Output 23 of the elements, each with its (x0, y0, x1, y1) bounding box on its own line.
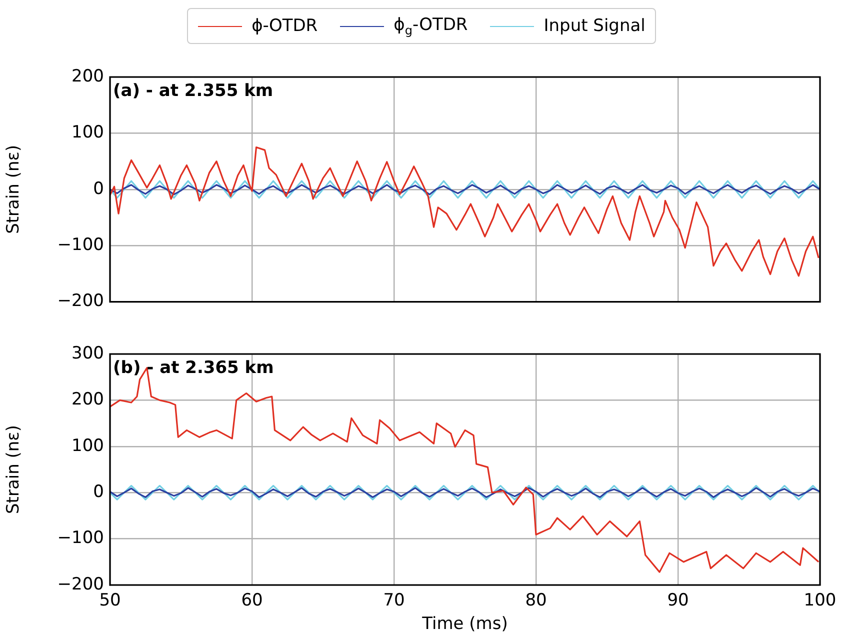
y-tick-label: −100 (57, 235, 104, 256)
x-axis-title: Time (ms) (421, 614, 508, 634)
y-tick-label: 200 (72, 66, 104, 86)
y-tick-label: 0 (93, 482, 104, 502)
legend-label: ϕ-OTDR (252, 16, 318, 36)
x-tick-label: 80 (525, 590, 547, 611)
legend-label: Input Signal (544, 16, 646, 36)
x-tick-label: 60 (241, 590, 263, 611)
legend-label: ϕ$_{g}$-OTDR (394, 15, 468, 38)
y-tick-label: −100 (57, 528, 104, 548)
y-axis-title: Strain (nε) (4, 425, 24, 514)
chart-title: (a) - at 2.355 km (113, 80, 274, 101)
y-tick-label: 100 (72, 122, 104, 143)
y-tick-label: 0 (93, 178, 104, 199)
x-tick-label: 100 (804, 590, 836, 611)
y-tick-label: −200 (57, 291, 104, 312)
y-tick-label: 100 (72, 436, 104, 456)
x-tick-label: 70 (383, 590, 405, 611)
y-tick-label: 200 (72, 390, 104, 410)
y-axis-title: Strain (nε) (4, 144, 24, 234)
chart-title: (b) - at 2.365 km (113, 358, 274, 378)
y-tick-label: 300 (72, 343, 104, 364)
x-tick-label: 90 (667, 590, 689, 611)
